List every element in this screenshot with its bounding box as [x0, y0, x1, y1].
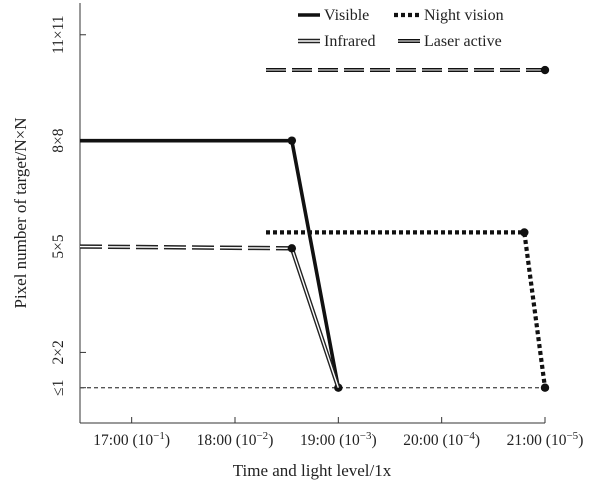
legend-item-infrared: Infrared — [298, 33, 376, 50]
data-point — [540, 383, 550, 392]
line-visible — [80, 138, 341, 389]
line-night-vision — [266, 230, 548, 388]
y-axis-label: Pixel number of target/N×N — [11, 117, 30, 308]
x-tick-label: 21:00 (10−5) — [507, 430, 584, 449]
legend-label: Laser active — [424, 33, 502, 50]
legend-item-visible: Visible — [298, 7, 369, 24]
y-tick-label: 2×2 — [50, 340, 67, 364]
series-infrared — [79, 244, 341, 389]
data-point — [520, 228, 529, 237]
legend: Visible Night vision Infrared Laser active — [298, 7, 504, 50]
data-point — [540, 65, 550, 75]
y-tick-label: 8×8 — [50, 128, 67, 152]
x-tick-label: 20:00 (10−4) — [403, 430, 480, 449]
line-infrared-inner — [79, 245, 292, 249]
y-tick-label: 5×5 — [50, 234, 67, 258]
series-laser-active — [266, 65, 550, 75]
y-tick-label: ≤1 — [50, 380, 67, 396]
legend-item-night-vision: Night vision — [394, 7, 504, 24]
data-point — [287, 244, 297, 253]
y-tick-label: 11×11 — [50, 15, 67, 54]
data-point — [287, 136, 297, 145]
legend-label: Night vision — [424, 7, 504, 24]
plot-frame — [79, 3, 545, 424]
series-layer — [79, 65, 550, 392]
x-tick-label: 17:00 (10−1) — [93, 430, 170, 449]
series-visible — [80, 136, 343, 392]
x-tick-label: 18:00 (10−2) — [197, 430, 274, 449]
legend-label: Infrared — [324, 33, 376, 50]
series-night-vision — [266, 228, 550, 392]
y-ticks: ≤1 2×2 5×5 8×8 11×11 — [50, 15, 86, 396]
legend-label: Visible — [324, 7, 369, 24]
x-ticks: 17:00 (10−1) 18:00 (10−2) 19:00 (10−3) 20:0… — [93, 417, 583, 449]
line-infrared-drop-inner — [291, 248, 339, 388]
x-axis-label: Time and light level/1x — [233, 461, 392, 480]
x-tick-label: 19:00 (10−3) — [300, 430, 377, 449]
legend-item-laser-active: Laser active — [398, 33, 502, 50]
